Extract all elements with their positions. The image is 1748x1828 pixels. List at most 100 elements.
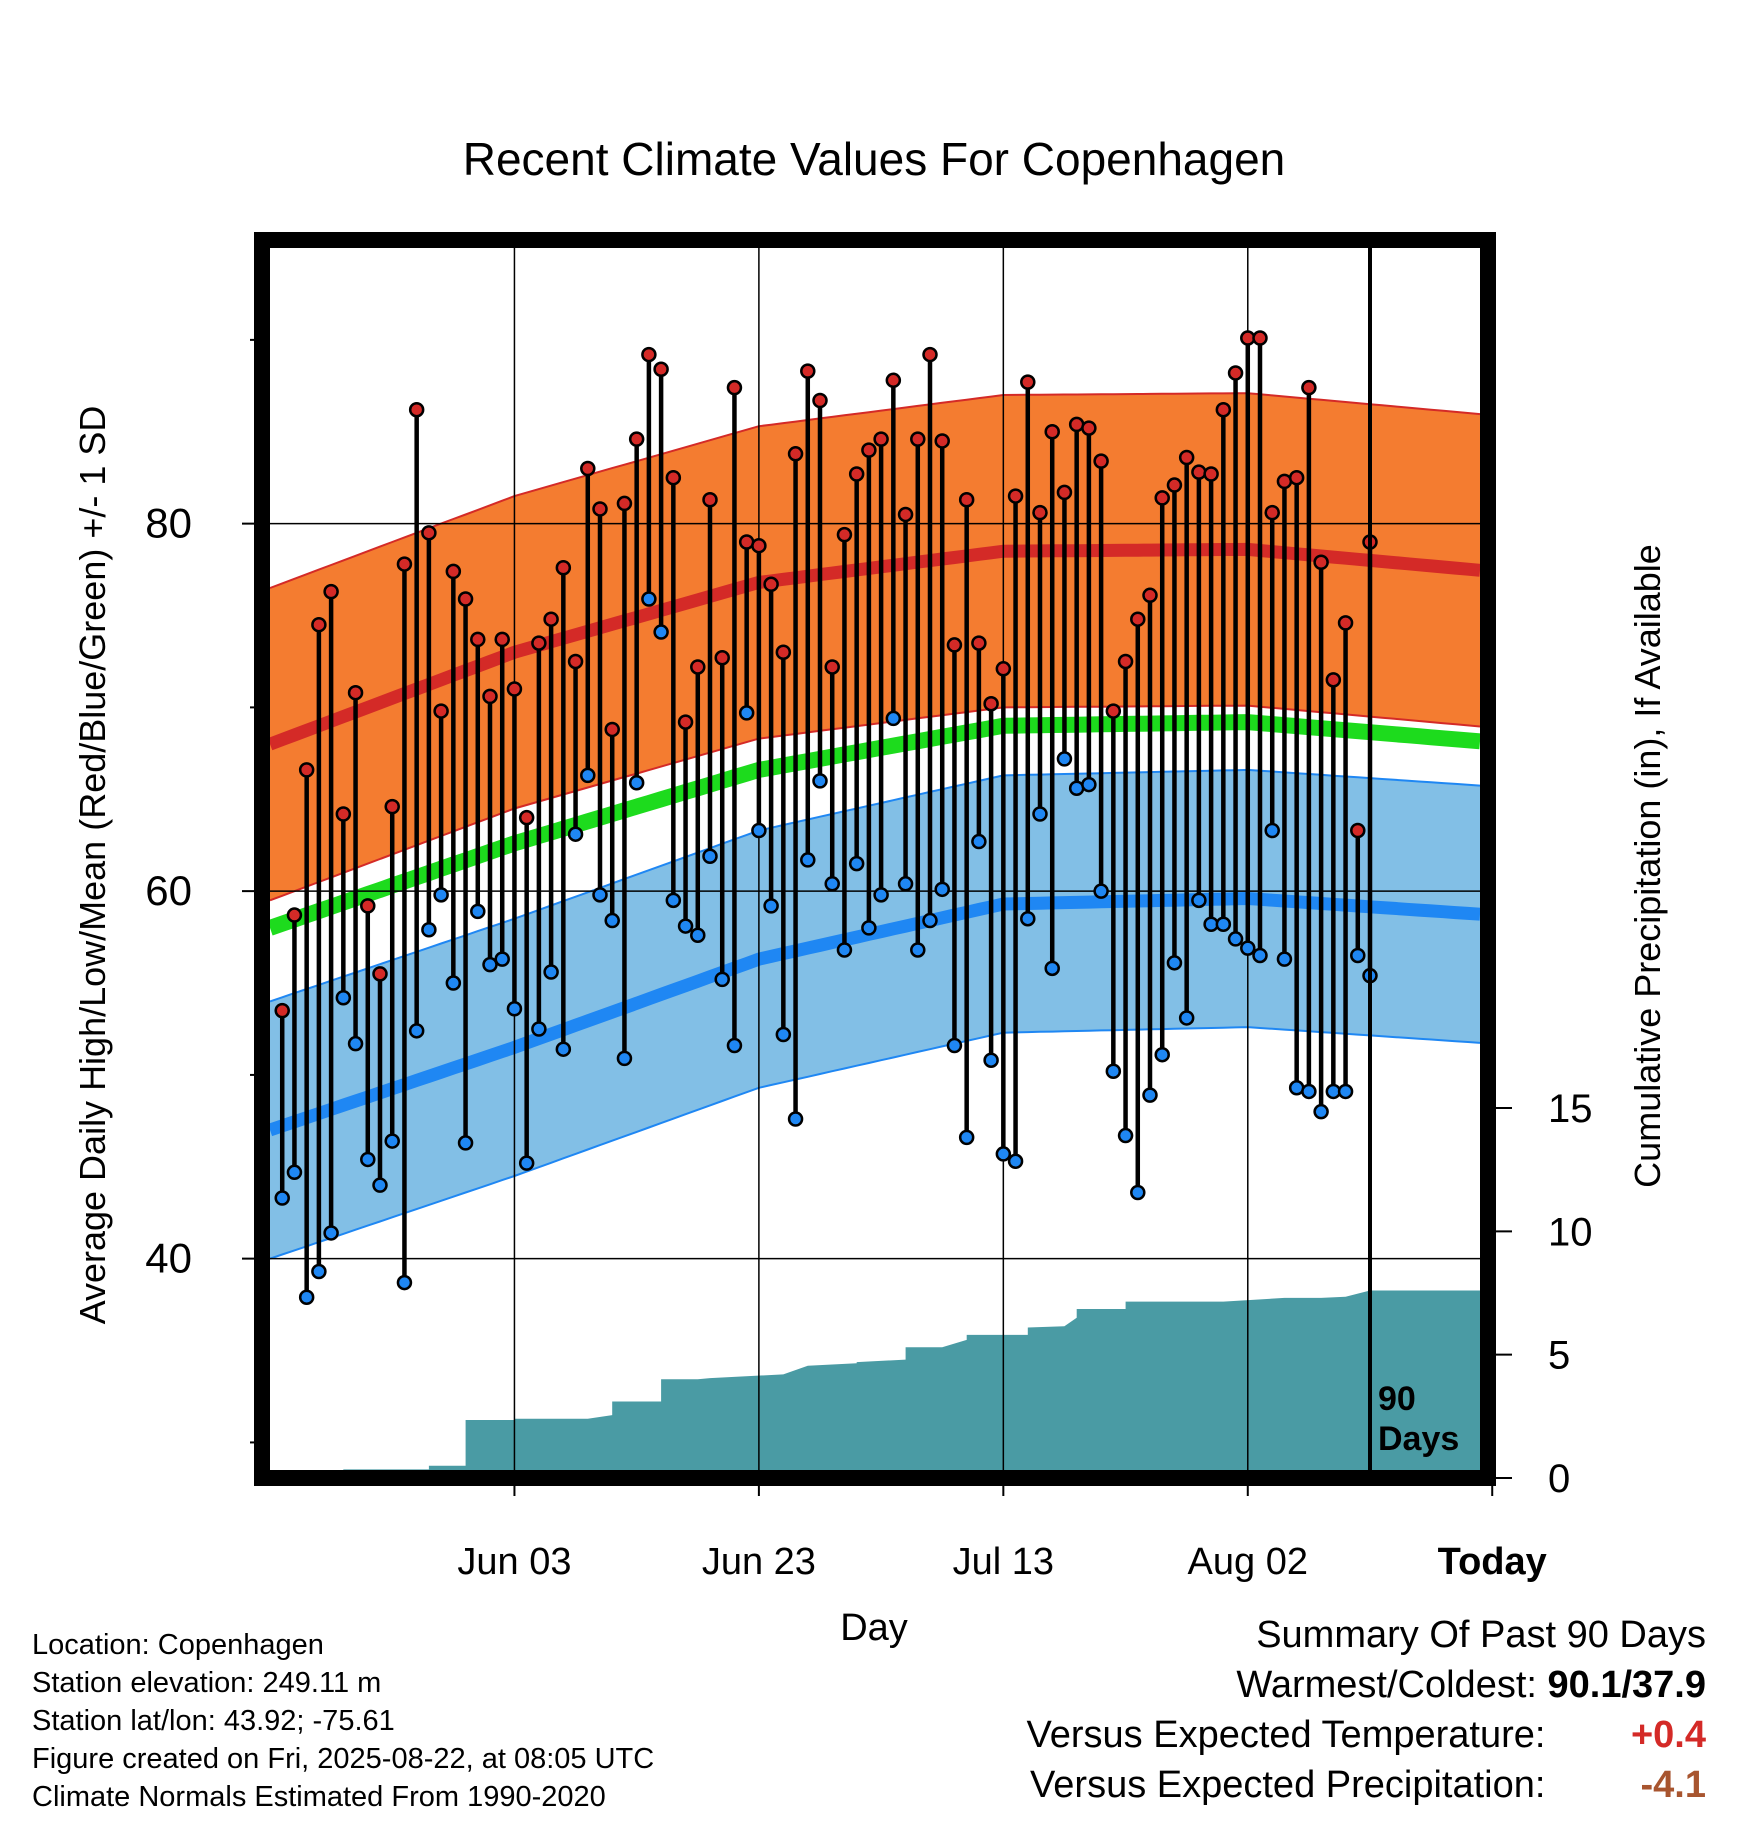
daily-low-point [641,591,657,607]
daily-low-point [1007,1153,1024,1170]
x-tick-label: Jul 13 [953,1541,1054,1583]
daily-high-point [690,659,706,675]
x-tick-label: Jun 03 [457,1541,571,1583]
daily-low-point [922,912,938,929]
daily-high-point [286,907,303,923]
daily-low-point [1081,776,1097,793]
daily-high-point [347,684,364,701]
daily-high-point [677,714,694,730]
daily-high-point [323,583,339,600]
daily-high-point [311,616,327,633]
daily-low-point [885,710,902,727]
daily-high-point [1288,469,1305,486]
daily-high-point [995,661,1012,677]
daily-low-point [1337,1083,1354,1100]
daily-high-point [274,1002,290,1019]
daily-low-point [408,1023,425,1039]
daily-high-point [958,492,975,508]
daily-high-point [628,431,645,447]
daily-high-point [751,537,767,554]
daily-low-point [836,942,853,958]
daily-low-point [1105,1063,1122,1079]
daily-high-point [592,501,608,517]
daily-low-point [531,1021,547,1037]
daily-high-point [897,506,914,523]
daily-low-point [1020,910,1036,927]
daily-high-point [372,966,388,982]
daily-range-bars [279,338,1373,1298]
temp-value: +0.4 [1630,1714,1706,1756]
daily-high-point [616,495,633,512]
daily-high-point [506,681,523,697]
daily-low-point [616,1050,633,1067]
daily-high-point [445,563,462,580]
summary-temp: Versus Expected Temperature: +0.4 [1027,1710,1706,1760]
x-axis-label: Day [840,1607,908,1649]
daily-high-point [408,401,425,418]
y2-axis-label: Cumulative Precipitation (in), If Availa… [1627,544,1668,1188]
daily-high-point [836,526,853,543]
created-text: Figure created on Fri, 2025-08-22, at 08… [32,1743,655,1775]
daily-high-point [934,433,950,449]
daily-high-point [1142,587,1158,604]
daily-high-point [653,361,669,378]
daily-low-point [1056,751,1073,767]
daily-high-point [555,559,572,576]
daily-high-point [763,576,779,593]
daily-high-point [518,809,535,826]
daily-high-point [1178,449,1195,466]
daily-low-point [861,920,877,936]
daily-low-point [274,1190,290,1206]
daily-high-point [824,659,840,675]
precip-label: Versus Expected Precipitation: [1030,1764,1546,1806]
today-days-label: 90 Days [1378,1380,1459,1458]
y-tick-label: 60 [145,867,192,914]
location-text: Location: Copenhagen [32,1629,324,1661]
daily-high-point [1044,424,1060,440]
daily-low-point [1350,947,1366,964]
daily-high-point [971,635,987,651]
daily-low-point [702,848,718,864]
daily-low-point [800,852,816,868]
daily-high-point [1081,420,1097,436]
daily-low-point [311,1263,327,1280]
daily-low-point [1215,916,1232,932]
daily-low-point [1252,947,1268,964]
daily-high-point [714,650,730,666]
daily-low-point [958,1129,975,1146]
daily-high-point [335,806,352,822]
normal-bands [267,392,1481,1260]
daily-low-point [983,1052,999,1068]
daily-low-point [848,855,865,872]
daily-high-point [1056,484,1073,501]
daily-low-point [1178,1010,1195,1026]
daily-high-point [1007,488,1024,504]
high-sd-band [270,393,1480,901]
daily-high-point [946,637,963,653]
temp-label: Versus Expected Temperature: [1026,1714,1546,1756]
info-panel: Location: Copenhagen Station elevation: … [32,1626,654,1816]
today-days-number: 90 [1378,1380,1416,1418]
daily-high-point [1154,490,1170,506]
daily-low-point [763,898,779,914]
daily-high-point [421,525,437,541]
daily-high-point [665,469,682,486]
low-lower-edge [269,1026,1481,1260]
plot-border [254,232,1496,1486]
daily-low-point [1301,1083,1317,1100]
latlon-text: Station lat/lon: 43.92; -75.61 [32,1705,395,1737]
daily-low-point [690,927,706,944]
daily-high-point [1093,453,1109,469]
daily-low-point [738,705,755,721]
daily-low-point [714,971,730,988]
cumulative-precip-area [270,1290,1480,1470]
daily-high-point [1227,365,1244,381]
daily-low-point [457,1135,474,1151]
daily-low-point [347,1035,364,1052]
daily-high-point [861,442,877,458]
daily-low-point [372,1177,388,1193]
daily-high-point [494,631,510,648]
precip-area-group [270,1290,1480,1470]
daily-high-point [531,635,547,651]
axes: Recent Climate Values For Copenhagen Jun … [72,133,1668,1649]
